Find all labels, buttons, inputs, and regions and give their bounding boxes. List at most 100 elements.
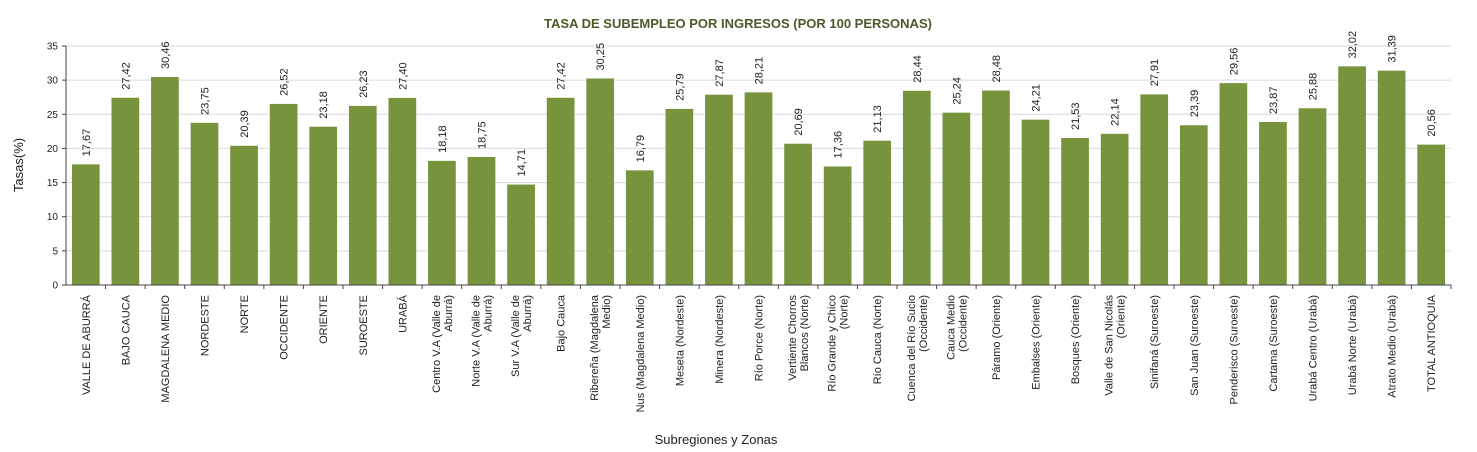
x-category-label: Nus (Magdalena Medio) xyxy=(635,295,647,412)
bar xyxy=(111,97,140,285)
x-category-label: Aburrá) xyxy=(483,295,495,332)
bar xyxy=(1338,66,1366,285)
x-category-label: NORTE xyxy=(239,295,251,333)
bar xyxy=(1219,83,1248,285)
data-label: 17,67 xyxy=(81,129,93,157)
x-category-label: Norte V.A (Valle de xyxy=(471,295,483,387)
x-category-label: (Norte) xyxy=(839,295,851,329)
y-tick-label: 10 xyxy=(47,212,59,223)
bar xyxy=(784,143,812,285)
x-category-label: Aburrá) xyxy=(443,295,455,332)
bar xyxy=(190,122,219,285)
bar xyxy=(546,97,575,285)
data-label: 23,18 xyxy=(318,91,330,119)
y-tick-label: 15 xyxy=(47,178,59,189)
bar xyxy=(744,92,773,285)
data-labels: 17,67 27,42 30,46 23,75 20,39 26,52 23,18 26,23… xyxy=(81,31,1438,177)
bar xyxy=(823,166,852,285)
x-category-label: Embalses (Oriente) xyxy=(1031,295,1043,390)
data-label: 27,40 xyxy=(397,62,409,90)
y-tick-label: 20 xyxy=(47,144,59,155)
data-label: 22,14 xyxy=(1110,98,1122,126)
data-label: 25,88 xyxy=(1308,73,1320,101)
bar xyxy=(151,77,179,286)
data-label: 26,52 xyxy=(279,68,291,96)
data-label: 21,13 xyxy=(872,105,884,133)
x-category-label: Ribereña (Magdalena xyxy=(589,294,601,401)
bar xyxy=(467,156,496,285)
data-label: 17,36 xyxy=(833,131,845,159)
bar xyxy=(269,103,298,286)
x-category-label: BAJO CAUCA xyxy=(120,294,132,365)
bar xyxy=(1179,125,1208,285)
x-axis-label: Subregiones y Zonas xyxy=(655,432,778,447)
y-tick-label: 5 xyxy=(52,246,58,257)
data-label: 30,46 xyxy=(160,41,172,69)
x-category-label: Centro V.A (Valle de xyxy=(431,295,443,393)
data-label: 30,25 xyxy=(595,43,607,71)
x-category-label: Cuenca del Río Sucio xyxy=(906,295,918,401)
data-label: 20,56 xyxy=(1426,109,1438,137)
data-label: 18,75 xyxy=(477,121,489,149)
bar xyxy=(1298,108,1327,285)
x-category-label: Minera (Nordeste) xyxy=(714,295,726,384)
axes xyxy=(62,45,1452,289)
bar xyxy=(982,90,1010,286)
bar xyxy=(1061,137,1089,285)
x-category-label: URABÁ xyxy=(396,294,409,333)
data-label: 32,02 xyxy=(1347,31,1359,59)
x-category-label: Vertiente Chorros xyxy=(787,295,799,381)
data-label: 31,39 xyxy=(1387,35,1399,63)
x-category-label: Páramo (Oriente) xyxy=(991,295,1003,380)
data-label: 21,53 xyxy=(1070,102,1082,130)
bar xyxy=(348,105,377,286)
data-label: 25,79 xyxy=(674,73,686,101)
bar xyxy=(625,170,654,285)
data-label: 27,42 xyxy=(120,62,132,90)
x-category-label: Sur V.A (Valle de xyxy=(510,295,522,377)
data-label: 28,44 xyxy=(912,55,924,83)
data-label: 23,75 xyxy=(200,87,212,115)
bar xyxy=(71,164,100,285)
x-category-label: Río Porce (Norte) xyxy=(754,295,766,381)
bar xyxy=(1417,144,1446,285)
bar xyxy=(507,184,535,285)
data-label: 28,21 xyxy=(754,57,766,85)
bar xyxy=(665,108,694,285)
bar xyxy=(1259,122,1287,285)
bar xyxy=(586,78,615,285)
bar xyxy=(388,97,417,285)
x-category-label: NORDESTE xyxy=(200,295,212,356)
y-tick-label: 25 xyxy=(47,110,59,121)
x-category-label: Río Cauca (Norte) xyxy=(872,295,884,384)
x-category-label: Penderisco (Suroeste) xyxy=(1228,295,1240,404)
data-label: 23,87 xyxy=(1268,86,1280,114)
data-label: 26,23 xyxy=(358,70,370,98)
x-category-label: (Oriente) xyxy=(1116,295,1128,338)
data-label: 27,42 xyxy=(556,62,568,90)
x-category-label: Cauca Medio xyxy=(945,295,957,360)
x-category-label: MAGDALENA MEDIO xyxy=(160,295,172,403)
y-tick-label: 35 xyxy=(47,42,59,53)
y-tick-label: 0 xyxy=(52,281,58,292)
data-label: 14,71 xyxy=(516,149,528,177)
x-category-labels: VALLE DE ABURRÁ BAJO CAUCA MAGDALENA MEDIO… xyxy=(80,294,1438,412)
x-category-label: Cartama (Suroeste) xyxy=(1268,295,1280,392)
data-label: 24,21 xyxy=(1031,84,1043,112)
x-category-label: ORIENTE xyxy=(318,295,330,344)
x-category-label: SUROESTE xyxy=(358,295,370,356)
chart-title: TASA DE SUBEMPLEO POR INGRESOS (POR 100 … xyxy=(544,16,932,31)
x-category-label: Sinifaná (Suroeste) xyxy=(1149,295,1161,389)
bar xyxy=(1100,133,1129,285)
x-category-label: Río Grande y Chico xyxy=(827,295,839,392)
x-category-label: Atrato Medio (Urabá) xyxy=(1387,295,1399,398)
bars xyxy=(71,66,1446,286)
data-label: 18,18 xyxy=(437,125,449,153)
bar xyxy=(428,160,456,285)
data-label: 27,87 xyxy=(714,59,726,87)
bar xyxy=(1377,70,1406,285)
y-tick-labels: 0 5 10 15 20 25 30 35 xyxy=(47,42,59,292)
data-label: 25,24 xyxy=(951,77,963,105)
x-category-label: Aburrá) xyxy=(522,295,534,332)
